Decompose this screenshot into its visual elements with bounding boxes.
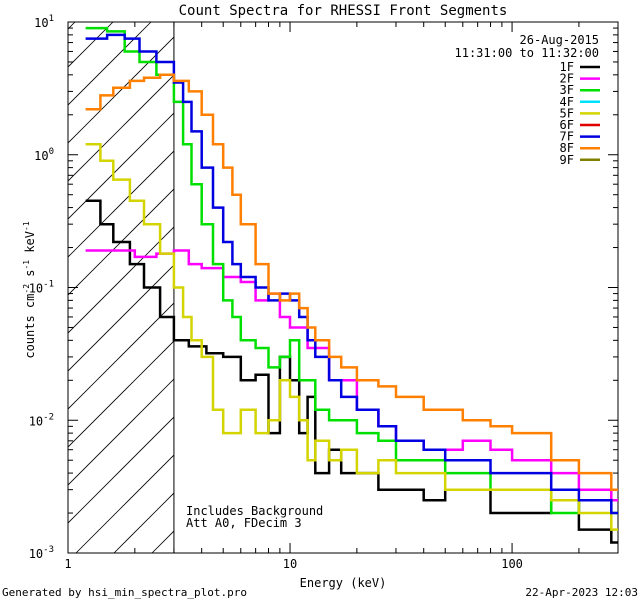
hatch-line <box>68 378 174 486</box>
series-2f <box>85 249 618 502</box>
y-axis-label: counts cm-2 s-1 keV-1 <box>22 221 37 358</box>
y-tick-label: 101 <box>34 14 54 30</box>
legend-label: 7F <box>560 130 574 144</box>
chart-title: Count Spectra for RHESSI Front Segments <box>179 3 508 19</box>
y-tick-label: 10-2 <box>29 412 54 428</box>
legend-label: 2F <box>560 72 574 86</box>
series-5f <box>85 142 618 531</box>
axis-ticks: 1 10 100 10-3 10-2 10-1 100 101 <box>29 14 619 571</box>
series-8f <box>85 73 618 491</box>
y-tick-label: 10-1 <box>29 280 54 296</box>
hatch-line <box>68 74 174 182</box>
legend-label: 6F <box>560 118 574 132</box>
x-tick-label: 1 <box>64 557 71 571</box>
legend-label: 8F <box>560 141 574 155</box>
hatch-line <box>68 416 174 524</box>
x-axis-label: Energy (keV) <box>300 576 387 590</box>
footer-timestamp: 22-Apr-2023 12:03 <box>525 586 638 599</box>
info-date: 26-Aug-2015 <box>520 33 599 47</box>
legend-label: 9F <box>560 153 574 167</box>
series-group <box>85 26 618 544</box>
info-time-range: 11:31:00 to 11:32:00 <box>455 46 600 60</box>
hatch-line <box>68 226 174 334</box>
y-tick-label: 10-3 <box>29 545 54 561</box>
series-1f <box>85 199 618 544</box>
hatch-line <box>75 454 174 553</box>
hatch-line <box>68 22 114 68</box>
annotation-attenuator: Att A0, FDecim 3 <box>186 516 302 530</box>
legend-label: 3F <box>560 83 574 97</box>
y-tick-label: 100 <box>34 147 54 163</box>
legend-label: 4F <box>560 95 574 109</box>
series-3f <box>85 26 618 515</box>
x-tick-label: 10 <box>283 557 297 571</box>
footer-generator: Generated by hsi_min_spectra_plot.pro <box>2 586 247 599</box>
legend-label: 1F <box>560 60 574 74</box>
legend-label: 5F <box>560 106 574 120</box>
annotation-background: Includes Background <box>186 504 323 518</box>
x-tick-label: 100 <box>501 557 523 571</box>
